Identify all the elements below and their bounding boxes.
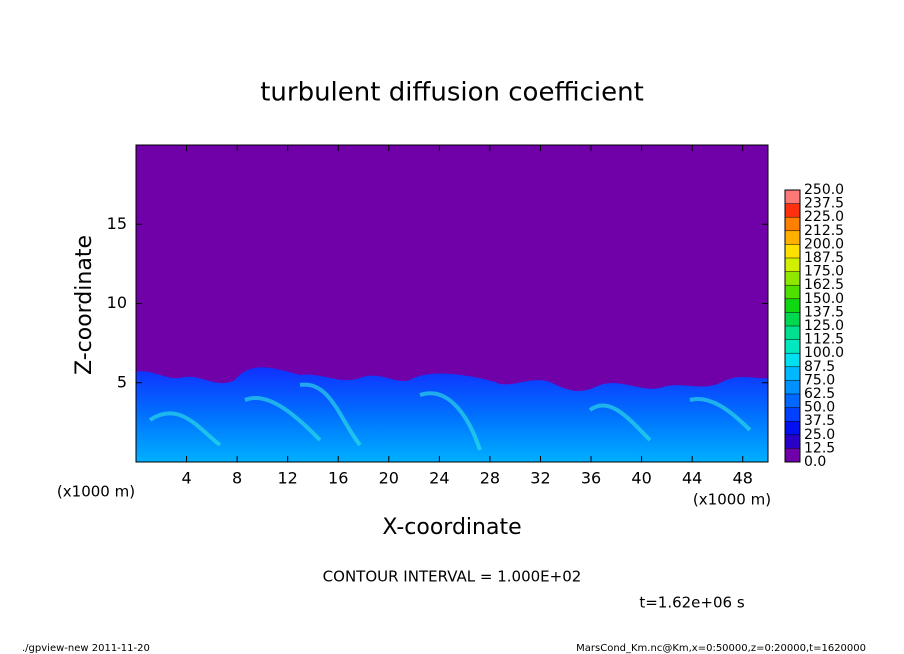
x-axis-label: X-coordinate xyxy=(382,515,521,540)
y-tick-label: 10 xyxy=(107,293,127,312)
x-tick-label: 20 xyxy=(379,469,399,488)
y-tick-label: 15 xyxy=(107,214,127,233)
x-tick-label: 28 xyxy=(480,469,500,488)
x-tick-label: 4 xyxy=(181,469,191,488)
colorbar-band xyxy=(785,285,800,299)
field-streaks xyxy=(148,382,752,451)
colorbar-band xyxy=(785,366,800,381)
chart-title: turbulent diffusion coefficient xyxy=(260,78,644,108)
colorbar-band xyxy=(785,434,800,449)
colorbar-band xyxy=(785,407,800,422)
colorbar-band xyxy=(785,258,800,272)
x-tick-label: 48 xyxy=(733,469,753,488)
colorbar-band xyxy=(785,380,800,394)
colorbar-label: 12.5 xyxy=(804,440,835,456)
y-unit-label: (x1000 m) xyxy=(57,483,135,501)
colorbar-label: 75.0 xyxy=(804,372,835,388)
colorbar-label: 250.0 xyxy=(804,182,844,198)
y-tick-label: 5 xyxy=(117,372,127,391)
time-label: t=1.62e+06 s xyxy=(639,594,745,612)
colorbar-band xyxy=(785,326,800,340)
field-layer xyxy=(136,367,768,462)
colorbar-label: 225.0 xyxy=(804,209,844,225)
colorbar-band xyxy=(785,448,800,462)
colorbar-label: 137.5 xyxy=(804,304,844,320)
colorbar-label: 112.5 xyxy=(804,332,844,348)
colorbar-band xyxy=(785,339,800,354)
x-tick-label: 32 xyxy=(530,469,550,488)
colorbar-label: 87.5 xyxy=(804,359,835,375)
colorbar-label: 237.5 xyxy=(804,196,844,212)
x-tick-label: 36 xyxy=(581,469,601,488)
colorbar-label: 50.0 xyxy=(804,400,835,416)
x-tick-label: 40 xyxy=(631,469,651,488)
contour-interval: CONTOUR INTERVAL = 1.000E+02 xyxy=(323,568,582,586)
colorbar-band xyxy=(785,271,800,286)
colorbar-label: 187.5 xyxy=(804,250,844,266)
colorbar-label: 200.0 xyxy=(804,236,844,252)
x-tick-label: 24 xyxy=(429,469,449,488)
x-tick-label: 16 xyxy=(328,469,348,488)
x-unit-label: (x1000 m) xyxy=(693,491,771,509)
colorbar-label: 150.0 xyxy=(804,291,844,307)
colorbar-label: 25.0 xyxy=(804,427,835,443)
colorbar-band xyxy=(785,190,800,204)
colorbar-label: 37.5 xyxy=(804,413,835,429)
footer-right: MarsCond_Km.nc@Km,x=0:50000,z=0:20000,t=… xyxy=(576,643,866,654)
colorbar-band xyxy=(785,394,800,408)
colorbar-label: 125.0 xyxy=(804,318,844,334)
colorbar-label: 175.0 xyxy=(804,264,844,280)
x-tick-label: 12 xyxy=(278,469,298,488)
colorbar-band xyxy=(785,217,800,231)
x-tick-label: 44 xyxy=(682,469,702,488)
colorbar-band xyxy=(785,312,800,326)
footer-left: ./gpview-new 2011-11-20 xyxy=(22,643,150,654)
colorbar-band xyxy=(785,230,800,245)
colorbar-label: 0.0 xyxy=(804,454,826,470)
colorbar-band xyxy=(785,203,800,218)
colorbar-label: 62.5 xyxy=(804,386,835,402)
colorbar-band xyxy=(785,421,800,435)
colorbar-band xyxy=(785,244,800,258)
colorbar-band xyxy=(785,298,800,313)
colorbar-label: 212.5 xyxy=(804,223,844,239)
colorbar-label: 100.0 xyxy=(804,345,844,361)
x-tick-label: 8 xyxy=(232,469,242,488)
colorbar-band xyxy=(785,353,800,367)
colorbar-label: 162.5 xyxy=(804,277,844,293)
y-axis-label: Z-coordinate xyxy=(72,235,97,375)
